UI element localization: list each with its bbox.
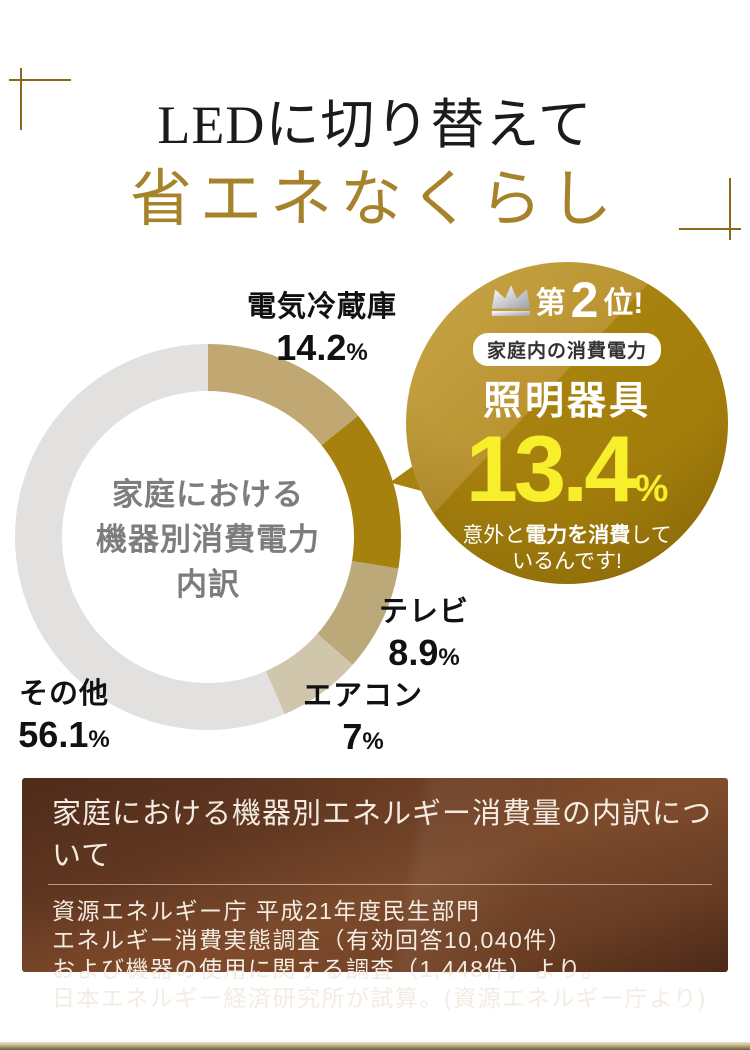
corner-mark-top-left-horizontal-line: [9, 79, 71, 81]
source-line: エネルギー消費実態調査（有効回答10,040件）: [52, 927, 573, 953]
rank-number: 2: [570, 272, 599, 328]
rank-suffix: 位!: [603, 287, 644, 320]
rank-badge: 第 2 位! 家庭内の消費電力 照明器具 13.4 % 意外と電力を消費して い…: [406, 262, 728, 584]
source-heading: 家庭における機器別エネルギー消費量の内訳について: [52, 798, 713, 872]
rank-row: 第 2 位!: [491, 272, 644, 328]
source-line: および機器の使用に関する調査（1,448件）より。: [52, 956, 607, 982]
slice-value-number: 7: [342, 716, 363, 757]
slice-value-unit: %: [346, 339, 368, 366]
slice-value-unit: %: [88, 726, 110, 753]
slice-value: 7%: [278, 716, 448, 758]
badge-note-line2: いるんです!: [512, 549, 622, 573]
badge-note-post: して: [630, 523, 672, 547]
headline-line2: 省エネなくらし: [129, 166, 620, 234]
source-line: 日本エネルギー経済研究所が試算。(資源エネルギー庁より): [52, 985, 707, 1011]
source-info-box: 家庭における機器別エネルギー消費量の内訳について 資源エネルギー庁 平成21年度…: [22, 778, 728, 1011]
badge-note-bold: 電力を消費: [525, 523, 631, 547]
corner-mark-right-horizontal-line: [679, 228, 741, 230]
slice-label-others: その他 56.1%: [0, 670, 128, 756]
badge-note: 意外と電力を消費して いるんです!: [462, 523, 671, 575]
slice-label-tv: テレビ 8.9%: [354, 588, 494, 674]
slice-name: 電気冷蔵庫: [246, 291, 397, 323]
slice-value-number: 56.1: [18, 714, 89, 755]
next-section-top-edge: [0, 1042, 750, 1050]
slice-value-unit: %: [362, 728, 384, 755]
badge-category: 照明器具: [482, 380, 651, 423]
slice-value-unit: %: [438, 644, 460, 671]
slice-value: 14.2%: [212, 327, 432, 369]
source-divider: [48, 884, 712, 885]
slice-value: 56.1%: [0, 714, 128, 756]
donut-center-line1: 家庭における: [112, 477, 304, 512]
badge-value-unit: %: [634, 468, 669, 510]
slice-name: テレビ: [378, 596, 469, 628]
rank-prefix: 第: [535, 287, 566, 320]
badge-note-pre: 意外と: [462, 523, 526, 547]
donut-center-line2: 機器別消費電力: [96, 522, 320, 557]
source-line: 資源エネルギー庁 平成21年度民生部門: [52, 898, 481, 924]
slice-value-number: 8.9: [388, 632, 439, 673]
source-lines: 資源エネルギー庁 平成21年度民生部門 エネルギー消費実態調査（有効回答10,0…: [22, 897, 728, 1013]
badge-value: 13.4 %: [465, 416, 669, 521]
slice-name: その他: [18, 678, 109, 710]
slice-value-number: 14.2: [276, 327, 347, 368]
corner-mark-right-vertical-line: [729, 178, 731, 240]
badge-pill-label: 家庭内の消費電力: [472, 333, 661, 366]
slice-name: エアコン: [302, 680, 423, 712]
slice-value: 8.9%: [354, 632, 494, 674]
corner-mark-top-left-vertical-line: [20, 68, 22, 130]
donut-center-line3: 内訳: [176, 567, 240, 602]
slice-label-refrigerator: 電気冷蔵庫 14.2%: [212, 283, 432, 369]
headline-line1: LEDに切り替えて: [157, 95, 593, 155]
donut-center-title: 家庭における 機器別消費電力 内訳: [33, 472, 383, 607]
badge-value-number: 13.4: [465, 416, 637, 521]
donut-hole: [62, 391, 354, 683]
donut-chart: [15, 344, 401, 730]
crown-icon: [491, 285, 530, 316]
slice-label-aircon: エアコン 7%: [278, 672, 448, 758]
